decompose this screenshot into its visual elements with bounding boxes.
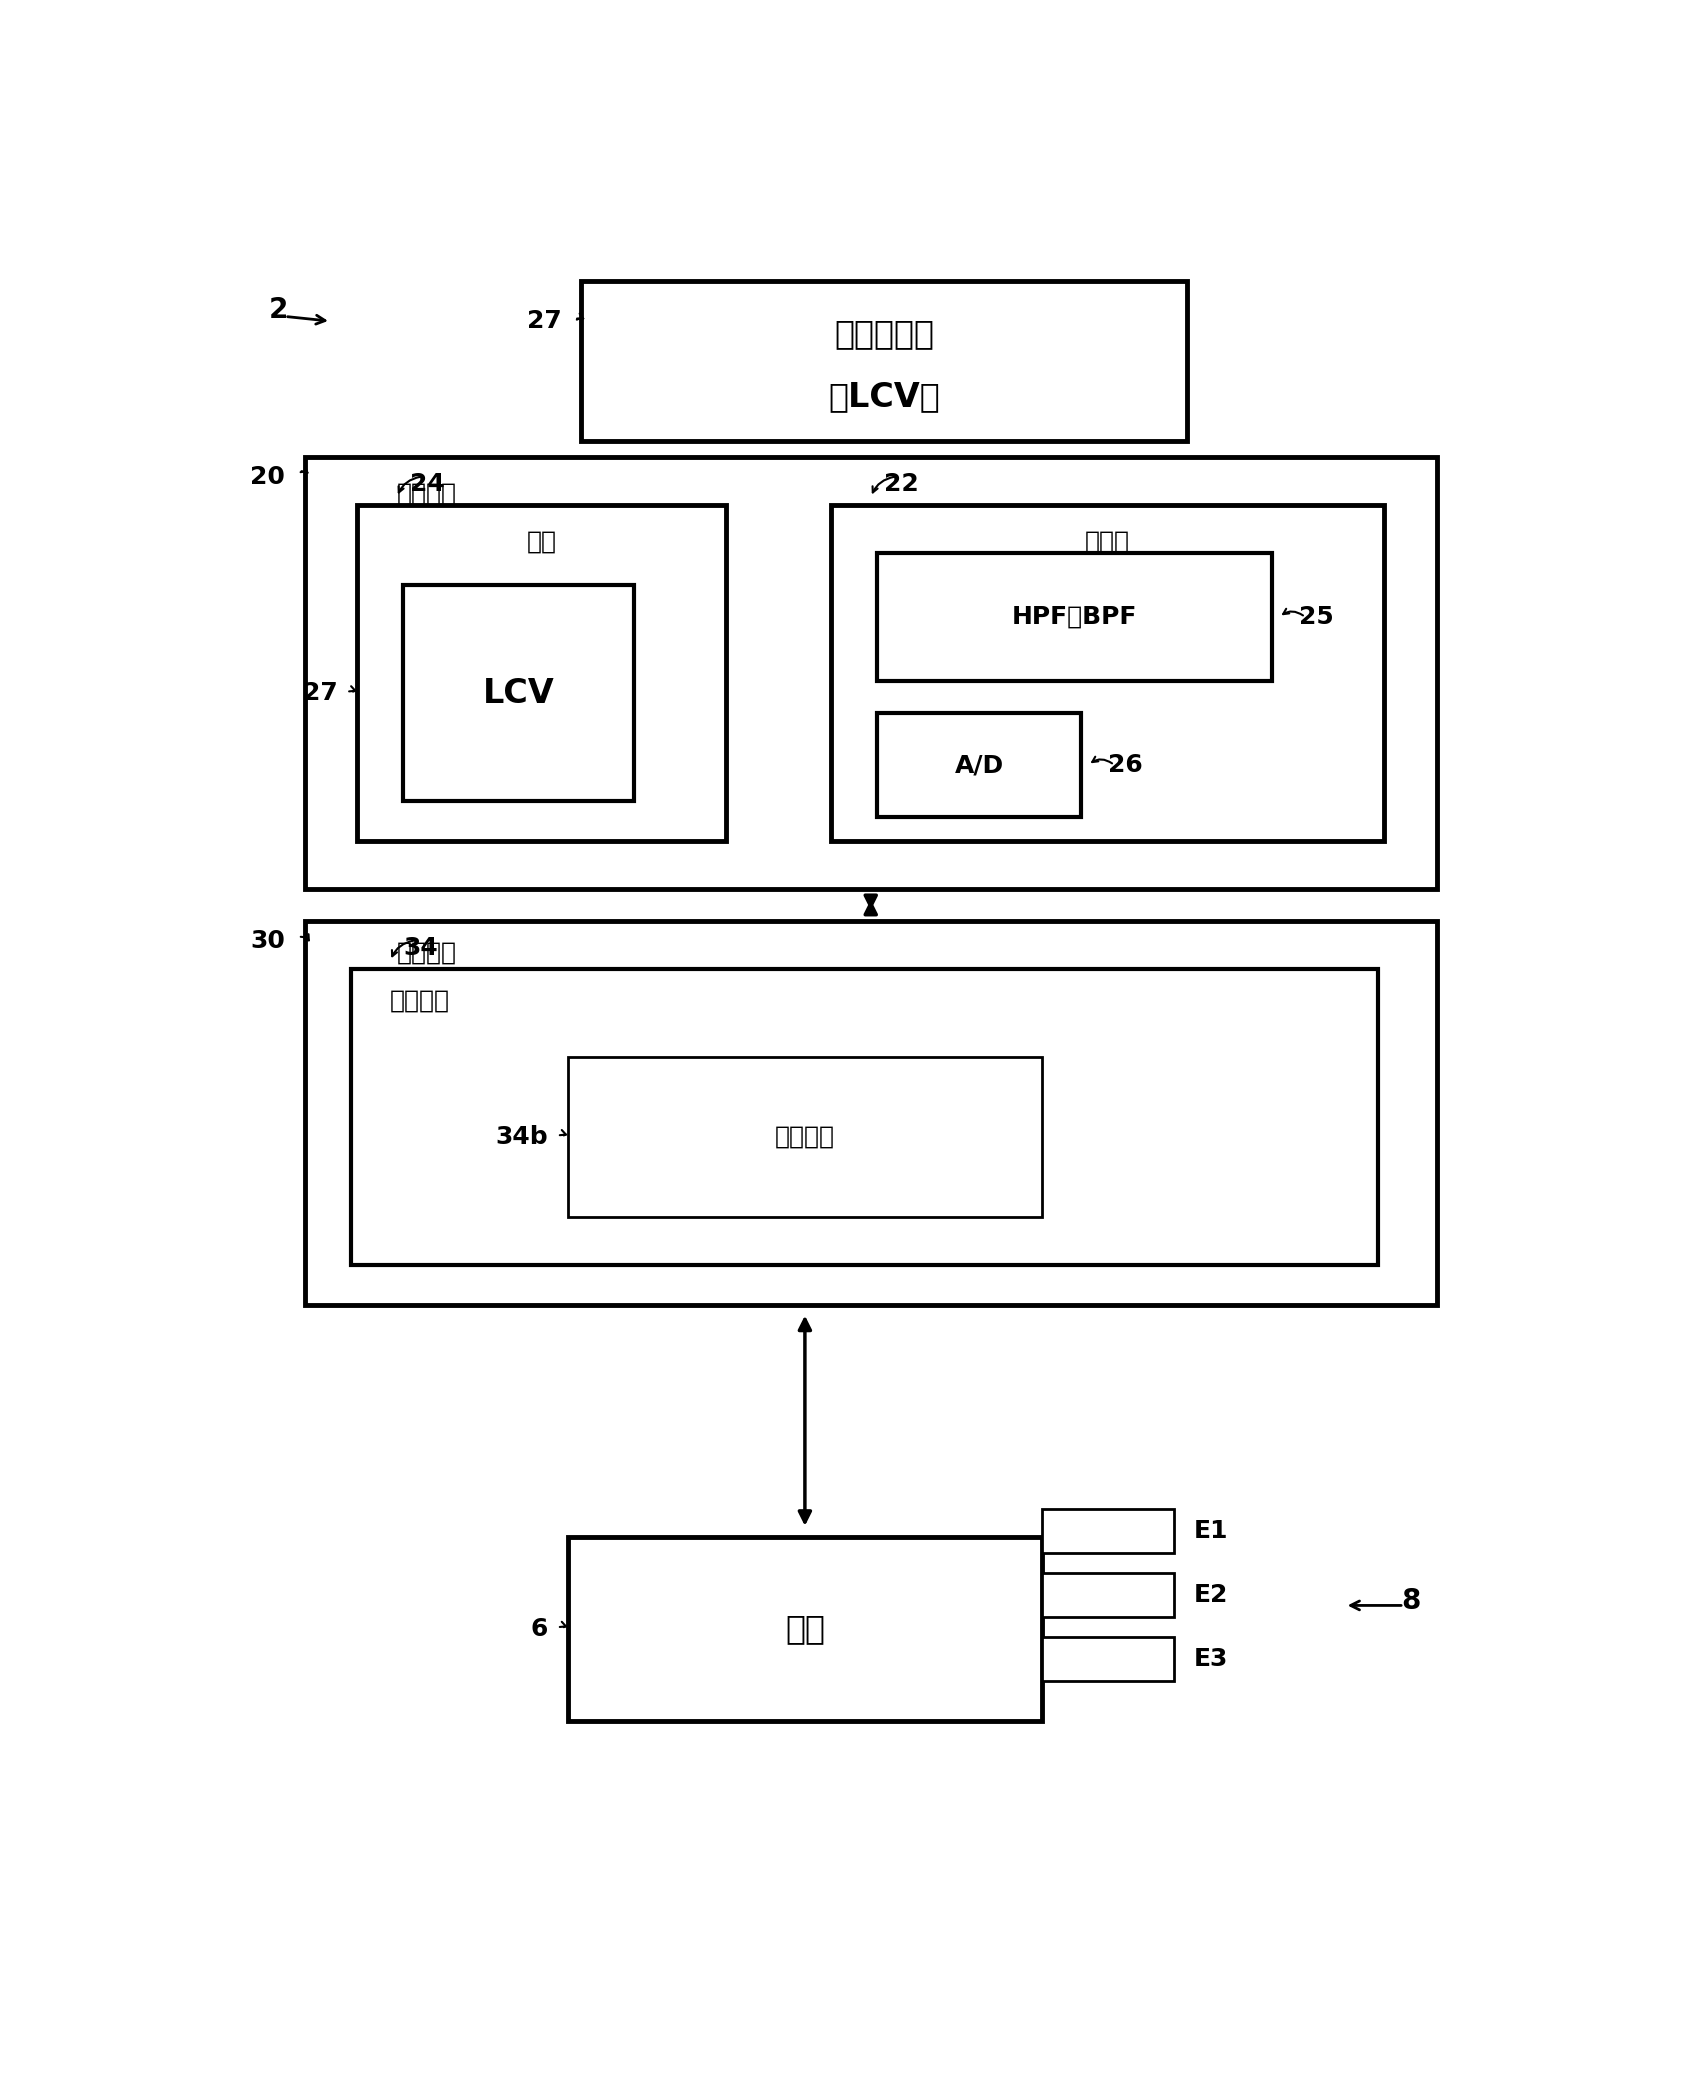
Text: A/D: A/D	[954, 754, 1004, 777]
Text: 34b: 34b	[496, 1126, 548, 1149]
Text: E2: E2	[1192, 1583, 1228, 1608]
Text: （LCV）: （LCV）	[827, 380, 939, 413]
Bar	[1041, 1574, 1173, 1616]
Text: E3: E3	[1192, 1647, 1228, 1672]
Bar	[830, 505, 1384, 841]
Bar	[876, 552, 1272, 681]
Text: 探针: 探针	[784, 1612, 825, 1645]
Text: 22: 22	[883, 471, 919, 496]
Text: 24: 24	[409, 471, 445, 496]
Bar	[567, 1537, 1041, 1720]
Bar	[581, 280, 1185, 440]
Bar	[876, 712, 1082, 816]
Text: 20: 20	[250, 465, 285, 490]
Bar	[357, 505, 725, 841]
Text: 26: 26	[1107, 754, 1141, 777]
Text: LCV: LCV	[482, 677, 554, 710]
Text: 8: 8	[1401, 1587, 1420, 1614]
Text: HPF或BPF: HPF或BPF	[1012, 604, 1138, 629]
Text: 25: 25	[1297, 604, 1333, 629]
Bar	[304, 920, 1437, 1304]
Text: 感应电路: 感应电路	[774, 1126, 834, 1149]
Text: 30: 30	[250, 928, 285, 953]
Text: 27: 27	[526, 309, 560, 332]
Text: 2: 2	[268, 297, 287, 324]
Text: E1: E1	[1192, 1518, 1228, 1543]
Bar	[1041, 1510, 1173, 1554]
Text: 信号调节: 信号调节	[391, 989, 450, 1011]
Bar	[350, 968, 1377, 1265]
Bar	[402, 586, 633, 802]
Bar	[304, 457, 1437, 889]
Text: 6: 6	[530, 1616, 548, 1641]
Text: 探针接口: 探针接口	[397, 941, 457, 964]
Text: 局部腐蚀值: 局部腐蚀值	[834, 318, 934, 351]
Text: 34: 34	[402, 937, 438, 960]
Text: 处理器: 处理器	[1085, 530, 1129, 552]
Text: 27: 27	[302, 681, 338, 704]
Bar	[567, 1057, 1041, 1217]
Text: 内存: 内存	[526, 530, 557, 552]
Text: 数字系统: 数字系统	[397, 482, 457, 505]
Bar	[1041, 1637, 1173, 1680]
